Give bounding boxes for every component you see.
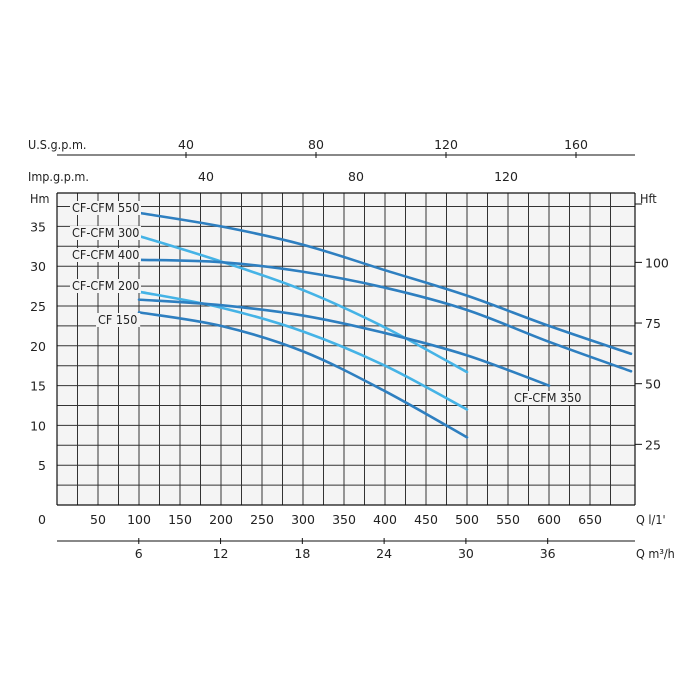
flow-m3h-axis-label: Q m³/h: [636, 546, 675, 561]
head-ft-tick-label: 25: [645, 437, 661, 452]
series-label-cf-150: CF 150: [98, 312, 137, 327]
usgpm-tick-label: 160: [564, 137, 588, 152]
head-m-tick-label: 30: [30, 259, 46, 274]
chart-grid: [56, 192, 636, 506]
impgpm-axis-label: Imp.g.p.m.: [28, 169, 89, 184]
head-m-tick-label: 25: [30, 299, 46, 314]
series-label-bg: [70, 279, 141, 293]
impgpm-tick-label: 120: [494, 169, 518, 184]
usgpm-tick-label: 80: [308, 137, 324, 152]
series-line-cf-cfm-400: [137, 258, 633, 373]
usgpm-tick-label: 40: [178, 137, 194, 152]
flow-lmin-tick-label: 550: [496, 512, 520, 527]
flow-m3h-tick-label: 12: [213, 546, 229, 561]
series-label-cf-cfm-350: CF-CFM 350: [514, 390, 581, 405]
series-line-cf-cfm-300: [137, 234, 469, 374]
head-ft-tick-label: 75: [645, 316, 661, 331]
flow-m3h-tick-label: 18: [294, 546, 310, 561]
impgpm-tick-label: 40: [198, 169, 214, 184]
series-label-cf-cfm-300: CF-CFM 300: [72, 225, 139, 240]
flow-m3h-tick-label: 6: [135, 546, 143, 561]
head-m-tick-label: 10: [30, 418, 46, 433]
usgpm-axis-label: U.S.g.p.m.: [28, 137, 86, 152]
flow-lmin-axis-label: Q l/1': [636, 512, 666, 527]
series-label-bg: [70, 248, 141, 262]
flow-lmin-tick-label: 500: [455, 512, 479, 527]
chart-series: [137, 211, 633, 439]
tick-marks: [57, 152, 642, 544]
impgpm-tick-label: 80: [348, 169, 364, 184]
head-m-tick-label: 5: [38, 458, 46, 473]
head-m-tick-label: 0: [38, 512, 46, 527]
series-label-cf-cfm-400: CF-CFM 400: [72, 247, 139, 262]
flow-lmin-tick-label: 100: [127, 512, 151, 527]
series-label-cf-cfm-550: CF-CFM 550: [72, 200, 139, 215]
series-line-cf-cfm-550: [137, 211, 633, 356]
flow-lmin-tick-label: 400: [373, 512, 397, 527]
series-line-cf-150: [137, 311, 469, 439]
series-label-bg: [96, 313, 141, 327]
chart-labels: U.S.g.p.m. 40 80 120 160 Imp.g.p.m. 40 80 120 Hm 0…: [28, 137, 675, 561]
head-ft-axis-label: Hft: [640, 191, 657, 206]
series-label-cf-cfm-200: CF-CFM 200: [72, 278, 139, 293]
head-m-tick-label: 20: [30, 339, 46, 354]
head-m-tick-label: 15: [30, 379, 46, 394]
series-label-bg: [70, 226, 141, 240]
flow-lmin-tick-label: 600: [537, 512, 561, 527]
head-ft-tick-label: 50: [645, 377, 661, 392]
flow-lmin-tick-label: 250: [250, 512, 274, 527]
flow-lmin-tick-label: 650: [578, 512, 602, 527]
flow-m3h-tick-label: 30: [458, 546, 474, 561]
series-line-cf-cfm-350: [137, 298, 551, 387]
flow-lmin-tick-label: 450: [414, 512, 438, 527]
flow-lmin-tick-label: 150: [168, 512, 192, 527]
series-label-bg: [512, 391, 583, 405]
flow-lmin-tick-label: 350: [332, 512, 356, 527]
flow-m3h-tick-label: 36: [540, 546, 556, 561]
series-label-bg: [70, 201, 141, 215]
flow-lmin-tick-label: 50: [90, 512, 106, 527]
head-m-axis-label: Hm: [30, 191, 49, 206]
head-m-tick-label: 35: [30, 219, 46, 234]
flow-lmin-tick-label: 200: [209, 512, 233, 527]
head-ft-tick-label: 100: [645, 255, 669, 270]
usgpm-tick-label: 120: [434, 137, 458, 152]
flow-lmin-tick-label: 300: [291, 512, 315, 527]
flow-m3h-tick-label: 24: [376, 546, 392, 561]
